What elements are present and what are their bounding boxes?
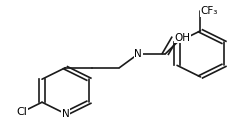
Text: Cl: Cl <box>17 107 28 117</box>
Text: N: N <box>135 49 142 59</box>
Text: N: N <box>62 109 69 119</box>
Text: OH: OH <box>175 33 191 43</box>
Text: CF₃: CF₃ <box>200 6 218 16</box>
